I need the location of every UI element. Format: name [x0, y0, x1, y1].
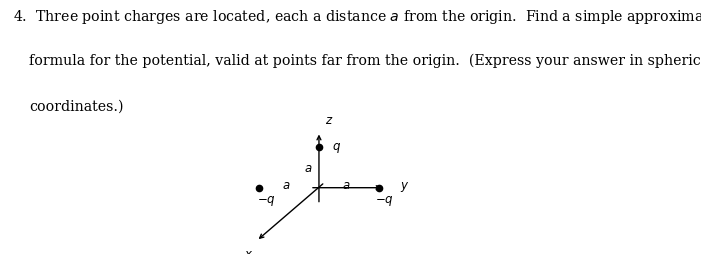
- Text: $z$: $z$: [325, 114, 333, 127]
- Text: formula for the potential, valid at points far from the origin.  (Express your a: formula for the potential, valid at poin…: [29, 53, 701, 68]
- Text: $-q$: $-q$: [257, 194, 276, 208]
- Text: $x$: $x$: [243, 247, 253, 254]
- Text: 4.  Three point charges are located, each a distance $a$ from the origin.  Find : 4. Three point charges are located, each…: [13, 8, 701, 26]
- Text: $q$: $q$: [332, 141, 341, 155]
- Text: $a$: $a$: [282, 179, 290, 192]
- Text: $-q$: $-q$: [375, 194, 394, 208]
- Text: coordinates.): coordinates.): [29, 99, 124, 113]
- Text: $a$: $a$: [341, 179, 350, 192]
- Text: $y$: $y$: [400, 180, 409, 194]
- Text: $a$: $a$: [304, 161, 313, 174]
